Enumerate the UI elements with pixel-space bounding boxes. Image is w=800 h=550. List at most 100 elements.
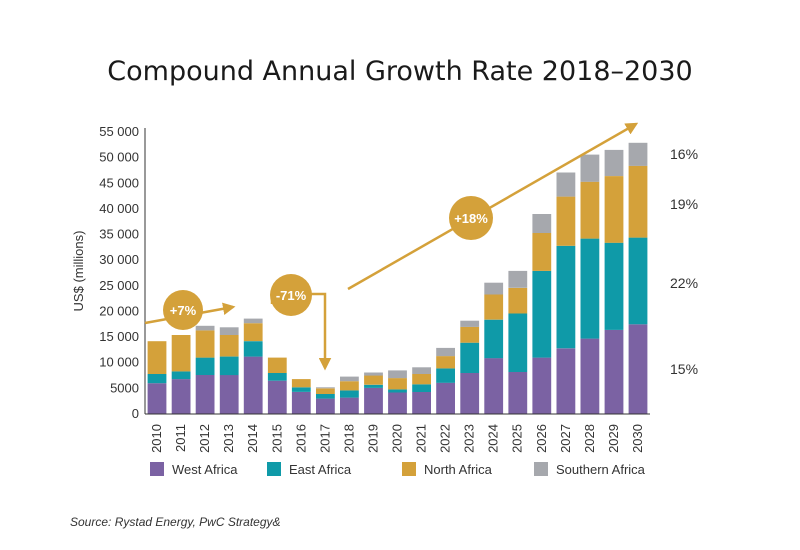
badge-growth-2018-2030-circle bbox=[449, 196, 493, 240]
legend-label: West Africa bbox=[172, 462, 238, 477]
x-tick-label: 2025 bbox=[510, 424, 525, 453]
y-tick-label: 15 000 bbox=[99, 329, 139, 344]
bar-segment bbox=[291, 392, 311, 414]
bar-segment bbox=[532, 270, 552, 358]
right-share-label: 16% bbox=[670, 146, 698, 162]
bar-segment bbox=[388, 378, 407, 390]
bar-segment bbox=[316, 388, 335, 394]
y-tick-label: 25 000 bbox=[99, 278, 139, 293]
legend-label: North Africa bbox=[424, 462, 493, 477]
bar-segment bbox=[171, 371, 191, 380]
right-share-label: 15% bbox=[670, 361, 698, 377]
legend-swatch bbox=[534, 462, 548, 476]
bar-segment bbox=[316, 394, 335, 399]
badge-growth-2010-2013-circle bbox=[163, 290, 203, 330]
source-note: Source: Rystad Energy, PwC Strategy& bbox=[70, 515, 281, 529]
badge-decline-2014-2017-circle bbox=[270, 274, 312, 316]
bar-segment bbox=[171, 335, 191, 372]
bar-segment bbox=[219, 327, 239, 335]
bar-segment bbox=[219, 375, 239, 414]
x-tick-label: 2011 bbox=[173, 424, 188, 452]
bar-segment bbox=[580, 181, 600, 239]
bar-segment bbox=[291, 379, 311, 388]
chart-title: Compound Annual Growth Rate 2018–2030 bbox=[107, 56, 692, 87]
bar-segment bbox=[484, 358, 504, 414]
right-share-label: 19% bbox=[670, 196, 698, 212]
y-tick-label: 0 bbox=[132, 406, 139, 421]
bar-segment bbox=[460, 373, 480, 414]
bar-segment bbox=[556, 245, 576, 349]
badge-growth-2018-2030-text: +18% bbox=[454, 211, 488, 226]
x-tick-label: 2021 bbox=[414, 424, 429, 453]
bar-segment bbox=[388, 392, 407, 414]
bar-segment bbox=[436, 347, 455, 357]
bar-segment bbox=[604, 149, 624, 176]
bar-segment bbox=[195, 325, 215, 331]
bar-segment bbox=[532, 214, 552, 233]
bar-segment bbox=[340, 390, 359, 398]
bar-segment bbox=[316, 398, 335, 414]
x-tick-label: 2017 bbox=[317, 424, 332, 453]
y-tick-label: 35 000 bbox=[99, 227, 139, 242]
bar-segment bbox=[436, 368, 455, 383]
axes: 55 000 50 000 45 000 40 000 35 000 30 000 25 0… bbox=[99, 124, 650, 453]
bar-segment bbox=[195, 330, 215, 358]
bar-segment bbox=[243, 341, 263, 357]
x-tick-label: 2023 bbox=[462, 424, 477, 453]
bar-segment bbox=[508, 372, 528, 414]
right-share-label: 22% bbox=[670, 275, 698, 291]
y-tick-label: 5000 bbox=[110, 380, 139, 395]
bar-segment bbox=[364, 384, 383, 388]
bar-segment bbox=[580, 338, 600, 414]
bar-segment bbox=[580, 154, 600, 182]
bar-segment bbox=[147, 341, 167, 374]
legend-label: Southern Africa bbox=[556, 462, 646, 477]
bar-segment bbox=[147, 383, 167, 414]
bar-segment bbox=[532, 233, 552, 271]
bar-segment bbox=[195, 357, 215, 375]
y-tick-label: 30 000 bbox=[99, 252, 139, 267]
y-tick-label: 55 000 bbox=[99, 124, 139, 139]
bar-segment bbox=[243, 323, 263, 342]
y-tick-label: 40 000 bbox=[99, 201, 139, 216]
bar-segment bbox=[604, 176, 624, 243]
bar-segment bbox=[580, 238, 600, 339]
x-tick-label: 2010 bbox=[149, 424, 164, 453]
bar-segment bbox=[316, 387, 335, 389]
bar-segment bbox=[628, 237, 648, 325]
bar-segment bbox=[484, 319, 504, 359]
bar-segment bbox=[628, 142, 648, 166]
y-axis-label: US$ (millions) bbox=[71, 231, 86, 312]
y-tick-label: 10 000 bbox=[99, 355, 139, 370]
x-tick-label: 2028 bbox=[582, 424, 597, 453]
x-tick-label: 2030 bbox=[630, 424, 645, 453]
y-tick-label: 50 000 bbox=[99, 150, 139, 165]
bar-segment bbox=[364, 372, 383, 376]
x-tick-label: 2024 bbox=[486, 424, 501, 453]
legend-label: East Africa bbox=[289, 462, 352, 477]
bar-segment bbox=[508, 287, 528, 314]
bar-segment bbox=[628, 324, 648, 414]
bar-segment bbox=[340, 376, 359, 382]
x-tick-label: 2020 bbox=[390, 424, 405, 453]
bar-segment bbox=[508, 270, 528, 288]
bar-segment bbox=[436, 382, 455, 414]
legend: West Africa East Africa North Africa Southe… bbox=[150, 462, 646, 477]
bar-segment bbox=[243, 318, 263, 324]
bars bbox=[147, 142, 648, 414]
x-tick-label: 2014 bbox=[245, 424, 260, 453]
y-tick-label: 45 000 bbox=[99, 175, 139, 190]
y-tick-label: 20 000 bbox=[99, 303, 139, 318]
x-tick-label: 2016 bbox=[293, 424, 308, 453]
bar-segment bbox=[267, 380, 287, 414]
legend-swatch bbox=[267, 462, 281, 476]
bar-segment bbox=[243, 356, 263, 414]
bar-segment bbox=[340, 381, 359, 391]
bar-segment bbox=[364, 387, 383, 414]
bar-segment bbox=[412, 367, 431, 374]
x-tick-label: 2013 bbox=[221, 424, 236, 453]
x-tick-label: 2026 bbox=[534, 424, 549, 453]
bar-segment bbox=[412, 374, 431, 385]
bar-segment bbox=[628, 165, 648, 238]
